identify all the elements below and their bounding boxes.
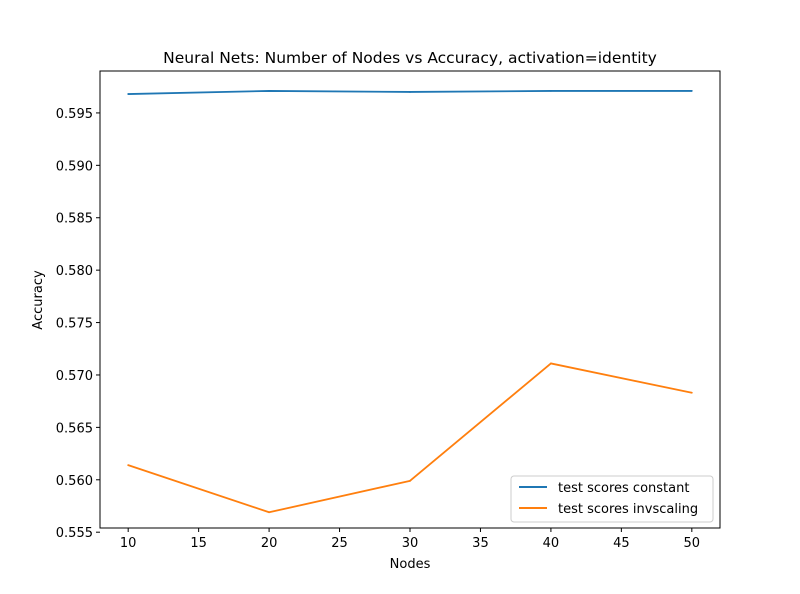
legend-label-constant: test scores constant [558, 481, 689, 496]
data-point [550, 362, 552, 365]
data-point [268, 511, 270, 514]
y-tick-label: 0.585 [56, 212, 93, 227]
chart-title: Neural Nets: Number of Nodes vs Accuracy… [163, 49, 657, 67]
data-point [409, 479, 411, 482]
y-axis: 0.555 0.560 0.565 0.570 0.575 0.580 0.585 0.590… [56, 107, 100, 541]
x-axis: 10 15 20 25 30 35 40 45 50 [120, 528, 700, 551]
data-point [268, 90, 270, 92]
y-tick-label: 0.560 [56, 474, 93, 489]
legend: test scores constant test scores invscal… [510, 475, 714, 523]
x-tick-label: 20 [261, 536, 278, 551]
y-tick-label: 0.575 [56, 317, 93, 332]
data-point [690, 391, 693, 394]
series-lines [127, 90, 693, 514]
x-tick-label: 25 [331, 536, 348, 551]
legend-label-invscaling: test scores invscaling [558, 502, 698, 517]
data-point [690, 90, 693, 92]
x-tick-label: 30 [402, 536, 419, 551]
y-tick-label: 0.580 [56, 264, 93, 279]
x-tick-label: 15 [190, 536, 207, 551]
x-tick-label: 40 [543, 536, 560, 551]
data-point [409, 91, 411, 93]
data-point [127, 464, 130, 467]
x-tick-label: 50 [684, 536, 701, 551]
y-tick-label: 0.555 [56, 526, 93, 541]
y-tick-label: 0.590 [56, 159, 93, 174]
x-tick-label: 45 [613, 536, 630, 551]
x-tick-label: 35 [472, 536, 489, 551]
y-tick-label: 0.565 [56, 421, 93, 436]
legend-box [510, 475, 714, 523]
x-tick-label: 10 [120, 536, 137, 551]
y-axis-label: Accuracy [31, 270, 46, 330]
y-tick-label: 0.595 [56, 107, 93, 122]
x-axis-label: Nodes [390, 557, 431, 572]
data-point [127, 93, 130, 95]
data-point [550, 90, 552, 92]
y-tick-label: 0.570 [56, 369, 93, 384]
